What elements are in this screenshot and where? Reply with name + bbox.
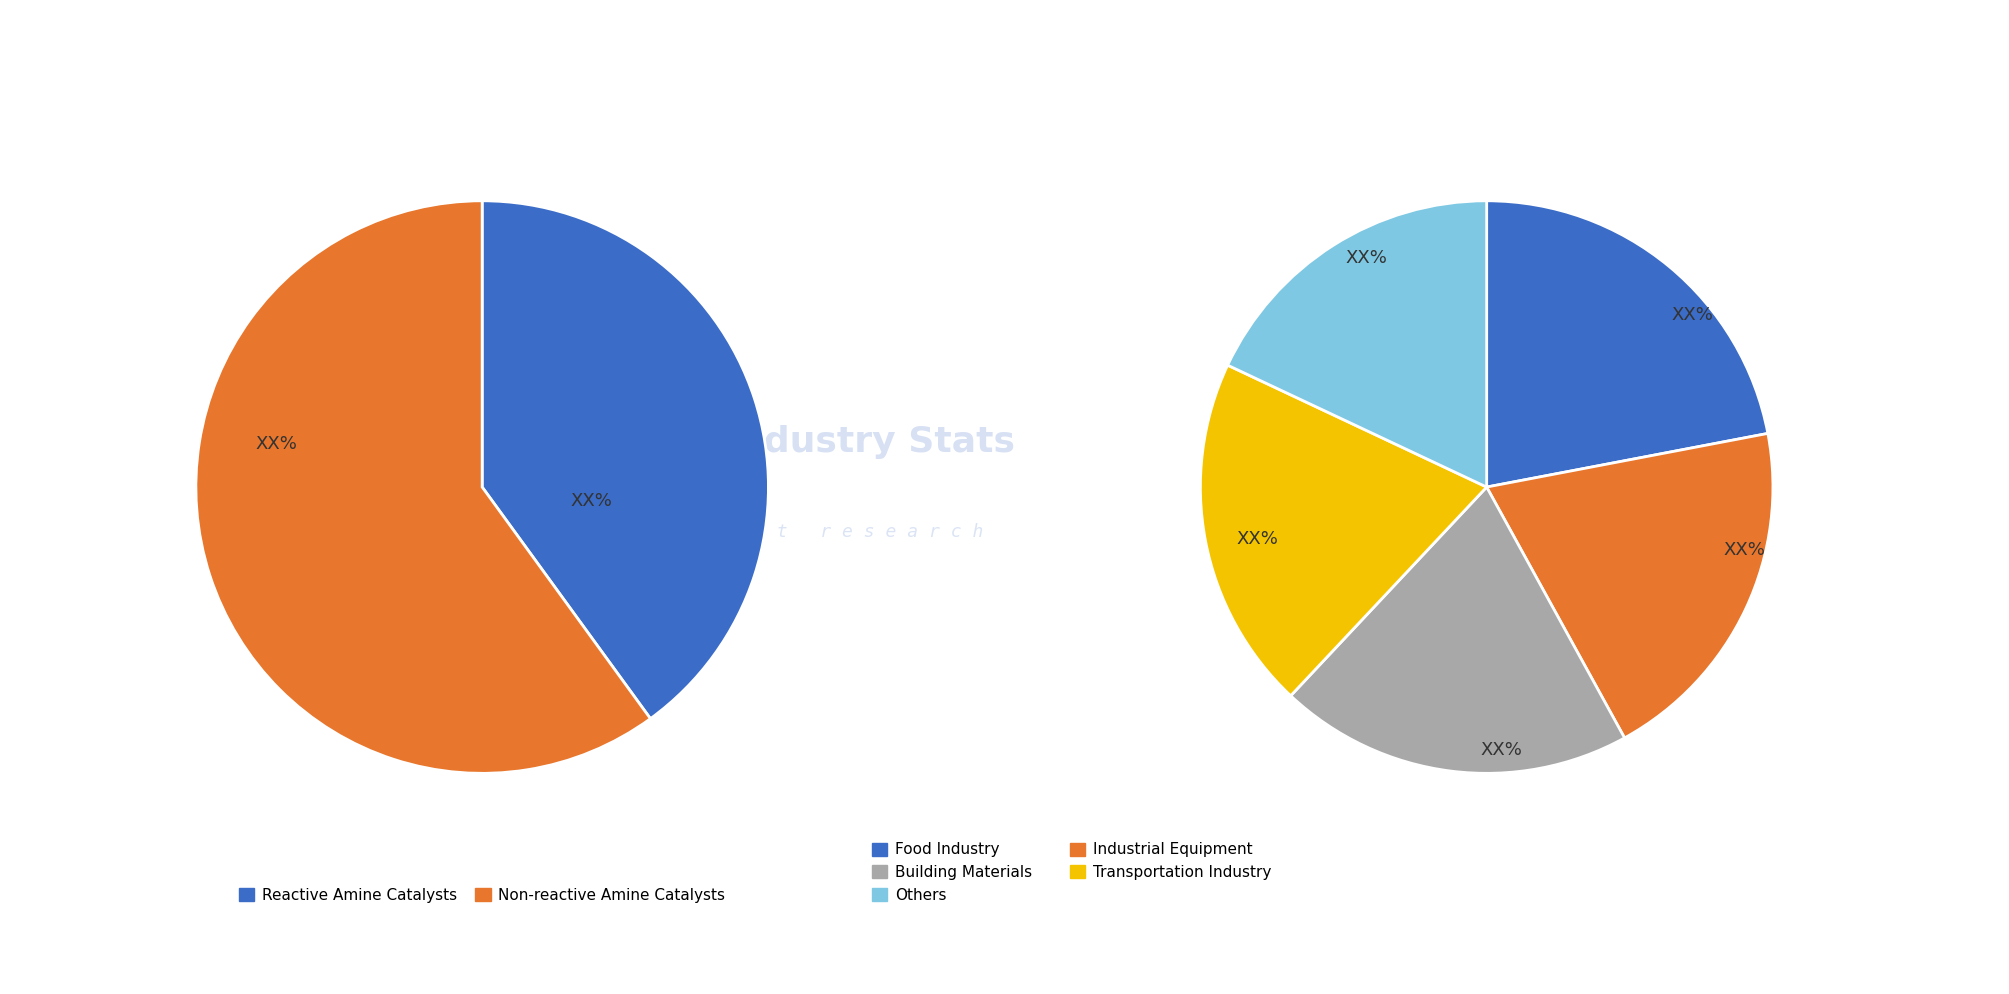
Wedge shape	[1227, 201, 1487, 487]
Text: m a r k e t   r e s e a r c h: m a r k e t r e s e a r c h	[669, 524, 982, 542]
Wedge shape	[482, 201, 767, 719]
Text: ⚙: ⚙	[492, 415, 540, 468]
Text: XX%: XX%	[1346, 249, 1388, 267]
Legend: Reactive Amine Catalysts, Non-reactive Amine Catalysts: Reactive Amine Catalysts, Non-reactive A…	[233, 882, 731, 909]
Text: XX%: XX%	[1481, 742, 1523, 759]
Text: XX%: XX%	[255, 435, 297, 453]
Text: XX%: XX%	[1238, 530, 1278, 548]
Text: XX%: XX%	[1724, 541, 1766, 559]
Wedge shape	[1487, 433, 1772, 738]
Text: Website: www.theindustrystats.com: Website: www.theindustrystats.com	[1673, 950, 1985, 966]
Text: XX%: XX%	[571, 492, 613, 510]
Wedge shape	[1201, 365, 1487, 696]
Text: Email: sales@theindustrystats.com: Email: sales@theindustrystats.com	[854, 950, 1155, 966]
Text: XX%: XX%	[1671, 306, 1714, 324]
Wedge shape	[1487, 201, 1768, 487]
Wedge shape	[1290, 487, 1625, 773]
Legend: Food Industry, Building Materials, Others, Industrial Equipment, Transportation : Food Industry, Building Materials, Other…	[866, 836, 1278, 909]
Text: The Industry Stats: The Industry Stats	[637, 424, 1015, 459]
Text: Fig. Global Rigid PU Catalyst Market Share by Product Types & Application: Fig. Global Rigid PU Catalyst Market Sha…	[26, 35, 1021, 60]
Wedge shape	[197, 201, 651, 773]
Text: Source: Theindustrystats Analysis: Source: Theindustrystats Analysis	[24, 950, 317, 966]
